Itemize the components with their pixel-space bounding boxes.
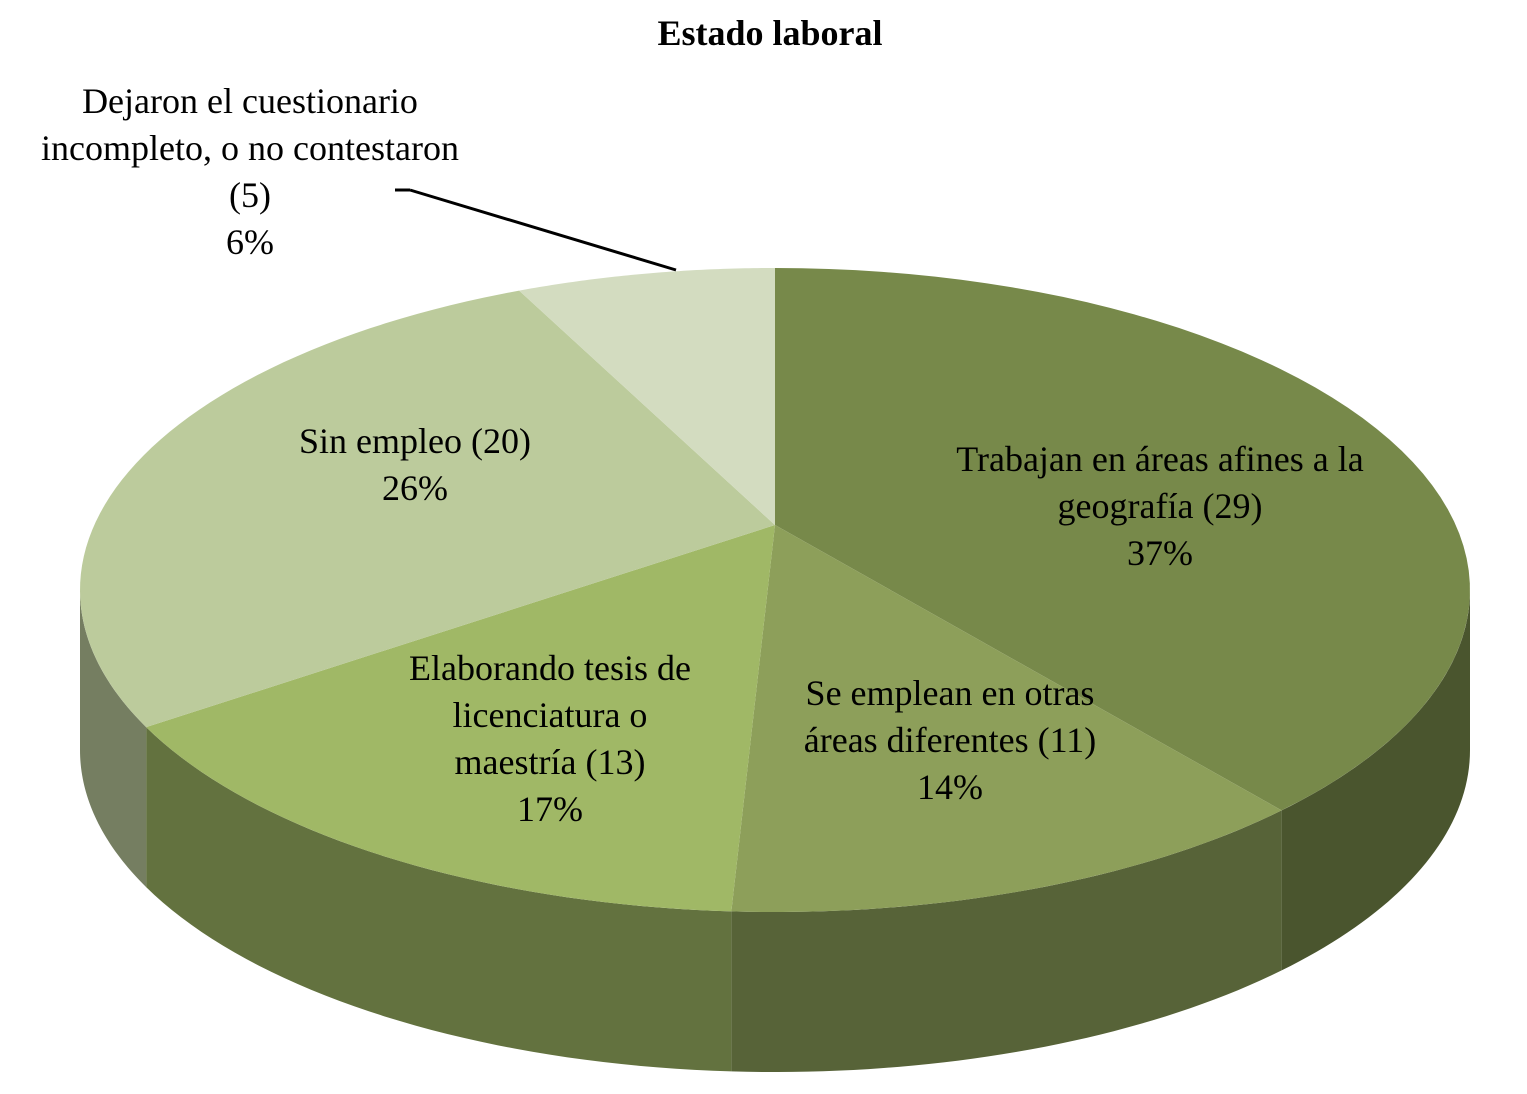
pie-slice-side — [731, 810, 1282, 1072]
category-label: Sin empleo (20) — [299, 421, 531, 461]
category-label: Se emplean en otras áreas diferentes (11… — [803, 673, 1097, 760]
slice-label: Sin empleo (20) 26% — [250, 418, 580, 512]
slice-label: Elaborando tesis de licenciatura o maest… — [390, 645, 710, 833]
value-label: 6% — [226, 222, 274, 262]
value-label: 14% — [917, 767, 983, 807]
pie-slice — [80, 290, 775, 728]
value-label: 37% — [1127, 533, 1193, 573]
leader-line — [409, 188, 677, 272]
slice-label: Trabajan en áreas afines a la geografía … — [900, 436, 1420, 577]
value-label: 17% — [517, 789, 583, 829]
pie-slice — [519, 268, 775, 525]
category-label: Trabajan en áreas afines a la geografía … — [956, 439, 1364, 526]
pie-slice — [146, 525, 775, 912]
pie-slice-side — [146, 727, 732, 1072]
pie-slice-side — [80, 590, 147, 888]
chart-title: Estado laboral — [657, 13, 883, 53]
pie-slice — [775, 268, 1470, 811]
pie-slice-side — [1281, 590, 1470, 971]
pie-slice — [731, 525, 1282, 912]
slice-label: Se emplean en otras áreas diferentes (11… — [800, 670, 1100, 811]
category-label: Dejaron el cuestionario incompleto, o no… — [41, 81, 459, 215]
category-label: Elaborando tesis de licenciatura o maest… — [409, 648, 691, 782]
slice-label: Dejaron el cuestionario incompleto, o no… — [40, 78, 460, 266]
value-label: 26% — [382, 468, 448, 508]
